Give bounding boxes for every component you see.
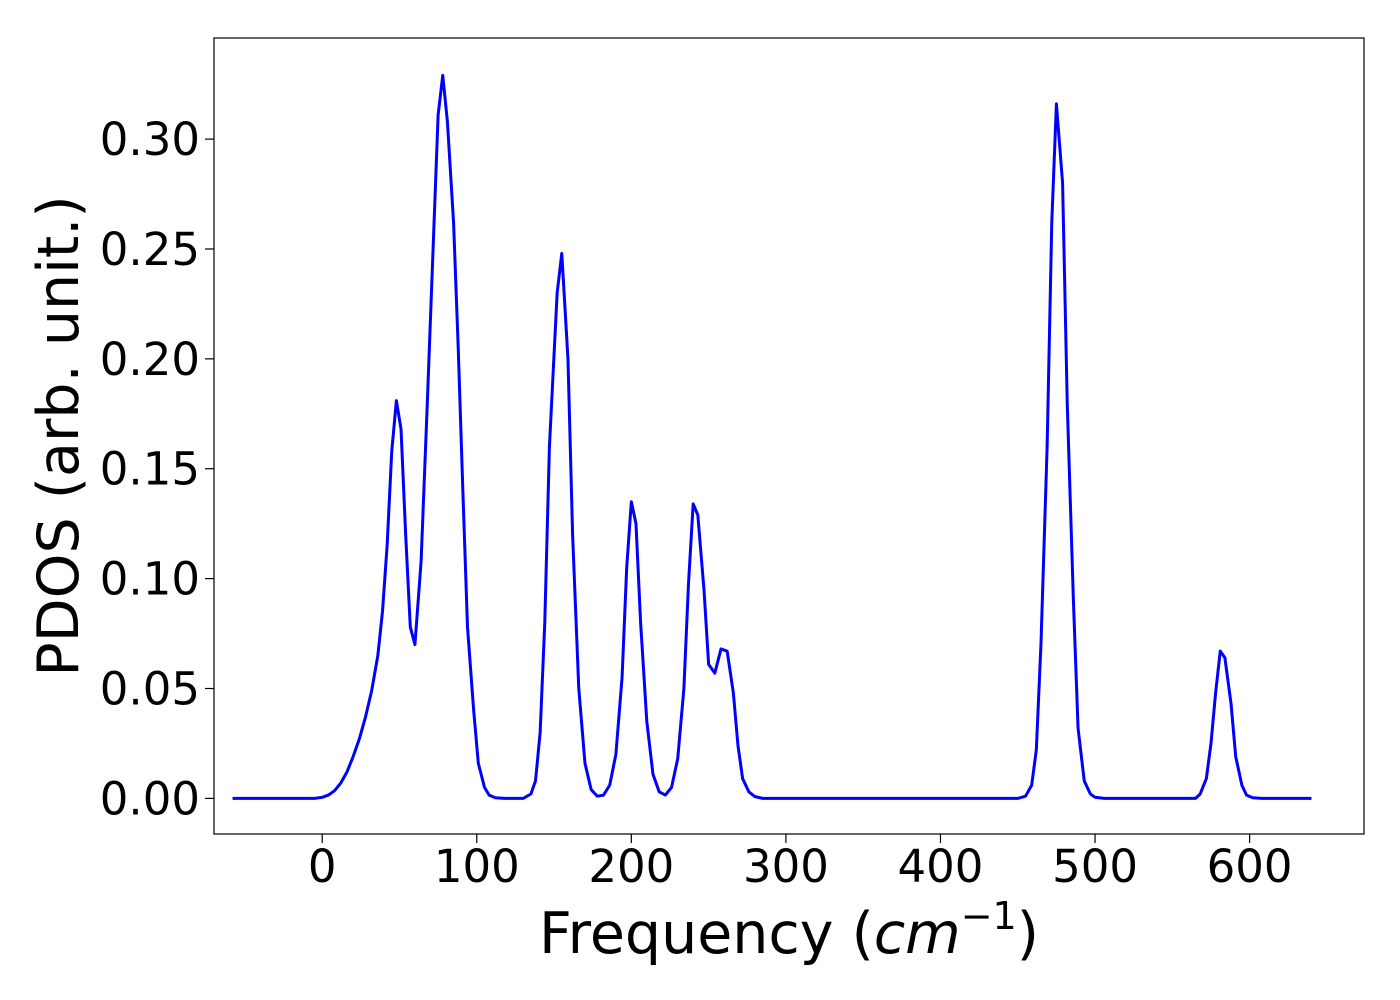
- plot-frame: [213, 37, 1365, 835]
- y-tick-label: 0.15: [100, 443, 200, 496]
- plot-background: [214, 38, 1364, 834]
- pdos-series-line: [232, 73, 1312, 800]
- x-tick-label: 200: [588, 840, 674, 893]
- x-axis-title-superscript: −1: [961, 894, 1017, 938]
- y-axis-ticks: 0.00 0.05 0.10 0.15 0.20 0.25 0.30: [100, 113, 214, 825]
- x-axis-title-math: cm: [874, 901, 961, 967]
- y-tick-label: 0.10: [100, 553, 200, 606]
- y-tick-label: 0.20: [100, 333, 200, 386]
- x-axis-title-main: Frequency (: [539, 901, 874, 967]
- x-tick-label: 100: [434, 840, 520, 893]
- x-tick-label: 300: [743, 840, 829, 893]
- x-tick-label: 0: [308, 840, 337, 893]
- x-axis-ticks: 0 100 200 300 400 500 600: [308, 834, 1293, 893]
- y-axis-title: PDOS (arb. unit.): [26, 195, 92, 676]
- y-tick-label: 0.30: [100, 113, 200, 166]
- x-axis-title-close: ): [1017, 901, 1039, 967]
- x-axis-title: Frequency (cm−1): [539, 894, 1039, 967]
- x-tick-label: 500: [1052, 840, 1138, 893]
- x-tick-label: 600: [1207, 840, 1293, 893]
- y-tick-label: 0.05: [100, 663, 200, 716]
- y-tick-label: 0.00: [100, 772, 200, 825]
- x-tick-label: 400: [898, 840, 984, 893]
- y-tick-label: 0.25: [100, 223, 200, 276]
